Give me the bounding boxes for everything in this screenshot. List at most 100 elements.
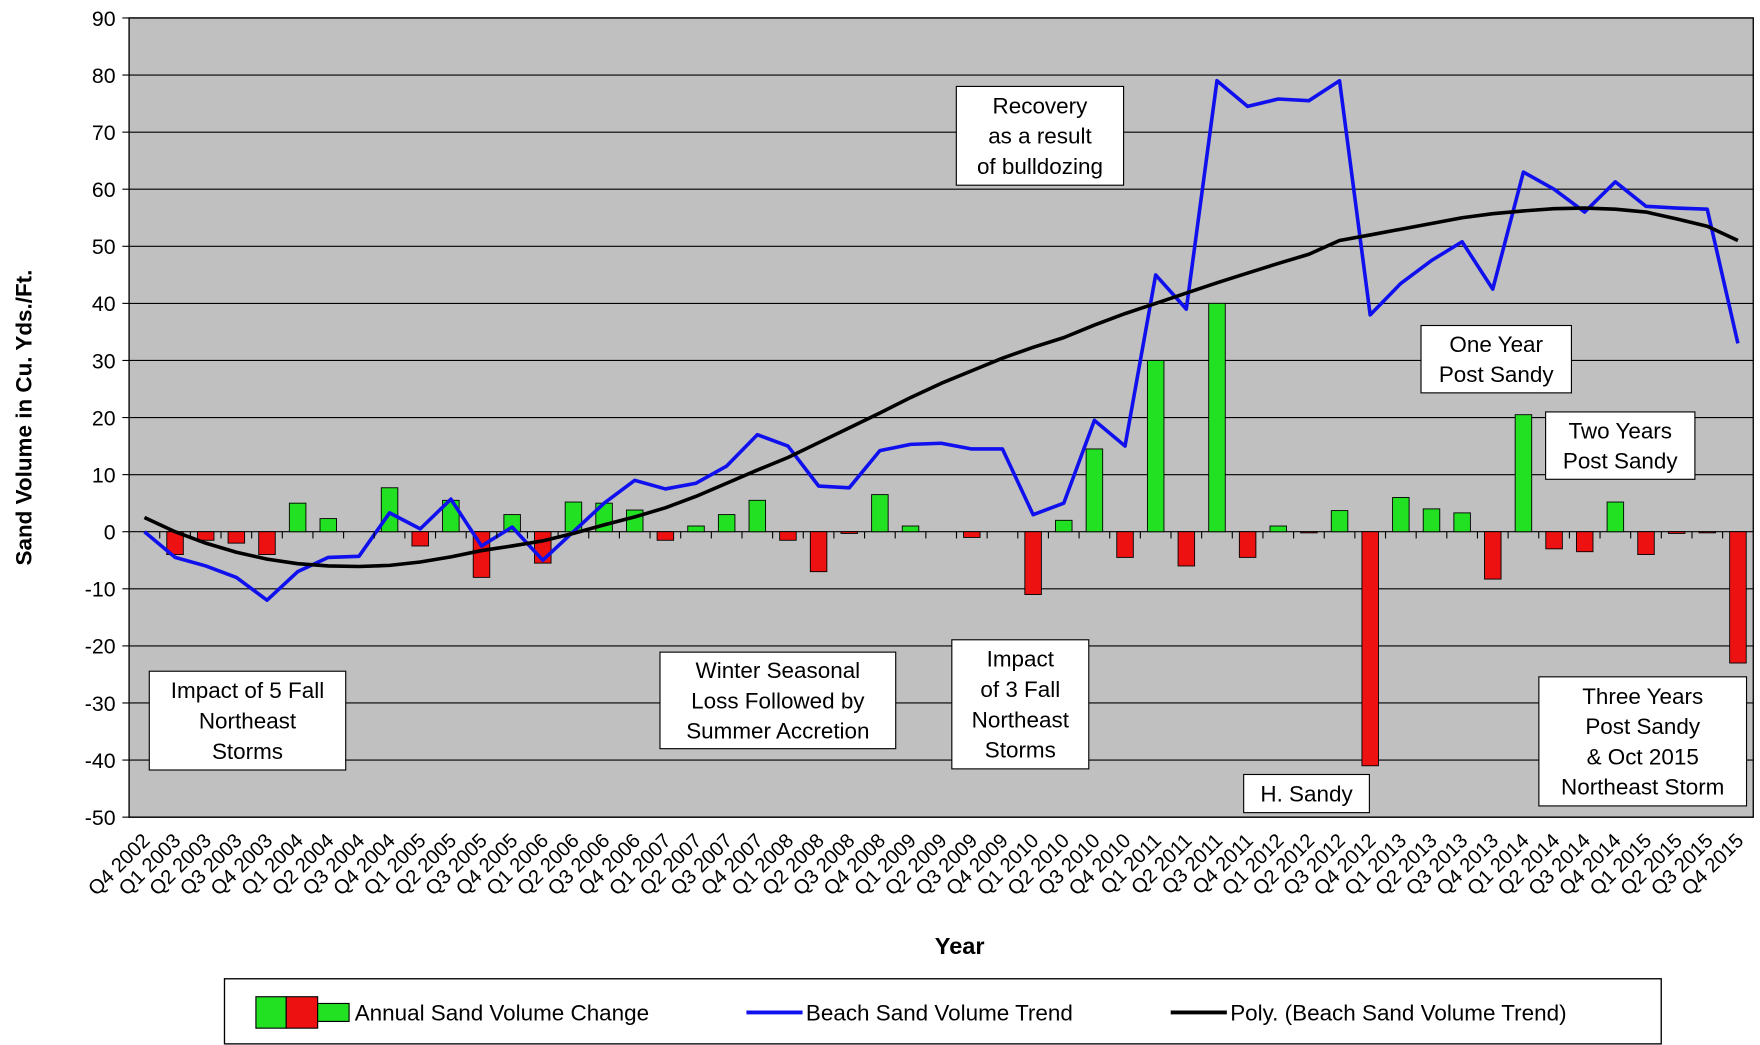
bar [1238, 531, 1257, 558]
annotation-text: & Oct 2015 [1587, 744, 1699, 769]
bar [1300, 531, 1318, 534]
bar [1484, 531, 1502, 580]
annotation-text: Post Sandy [1439, 362, 1555, 387]
bar [687, 525, 705, 533]
y-tick-label: 0 [104, 521, 116, 545]
y-tick-label: -10 [85, 578, 116, 602]
bar [288, 502, 307, 533]
y-tick-label: -30 [85, 692, 116, 716]
bar [626, 509, 644, 533]
annotation-text: Winter Seasonal [696, 658, 861, 683]
legend-swatch [255, 996, 287, 1029]
bar [227, 531, 246, 544]
bar [1330, 510, 1349, 533]
bar [1545, 531, 1563, 550]
annotation-box [951, 639, 1090, 770]
bar [717, 514, 736, 533]
bar [196, 531, 215, 541]
y-tick-label: -40 [85, 749, 116, 773]
annotation-text: H. Sandy [1260, 781, 1353, 806]
legend-label: Annual Sand Volume Change [355, 1000, 649, 1025]
annotation-text: Northeast [972, 707, 1070, 732]
annotation-text: as a result [988, 124, 1092, 149]
bar [809, 531, 828, 573]
y-tick-label: -50 [85, 806, 116, 830]
annotation-text: of 3 Fall [980, 677, 1060, 702]
bar [1116, 531, 1134, 558]
bar [1208, 302, 1226, 533]
annotation-text: Recovery [993, 93, 1089, 118]
bar [258, 531, 276, 556]
annotation-box [955, 85, 1125, 186]
bar [1667, 531, 1686, 534]
y-tick-label: 90 [92, 7, 116, 31]
bar [1269, 525, 1287, 533]
bar [1422, 508, 1441, 533]
annotation-box [1243, 773, 1370, 814]
bar [503, 514, 521, 533]
annotation-text: Post Sandy [1563, 449, 1679, 474]
annotation-box [1545, 411, 1696, 480]
annotation-box [1538, 676, 1748, 807]
y-tick-label: 30 [92, 349, 116, 373]
annotation-text: Northeast [199, 708, 297, 733]
y-tick-label: 40 [92, 292, 116, 316]
legend-swatch [285, 996, 319, 1029]
bar [1637, 531, 1655, 556]
annotation-text: Loss Followed by [691, 688, 865, 713]
bar [963, 531, 981, 538]
annotation-box [1420, 324, 1572, 394]
annotation-text: of bulldozing [977, 154, 1103, 179]
bar [901, 525, 920, 533]
bar [1024, 531, 1042, 595]
annotation-text: Post Sandy [1585, 714, 1701, 739]
bar [319, 518, 337, 533]
annotation-text: Storms [212, 739, 283, 764]
annotation-text: Two Years [1568, 418, 1672, 443]
y-tick-label: 60 [92, 178, 116, 202]
bar [1085, 448, 1104, 533]
y-tick-label: -20 [85, 635, 116, 659]
y-tick-label: 10 [92, 463, 116, 487]
annotation-text: Impact [987, 647, 1055, 672]
bar [1055, 519, 1073, 533]
bar [1177, 531, 1196, 567]
bar [1453, 512, 1471, 533]
bar [1698, 531, 1717, 534]
legend-label: Poly. (Beach Sand Volume Trend) [1230, 1000, 1566, 1025]
annotation-text: Storms [985, 738, 1056, 763]
y-tick-label: 70 [92, 121, 116, 145]
annotation-box [148, 670, 347, 771]
x-axis-title: Year [935, 933, 985, 959]
bar [1146, 360, 1165, 533]
bar [1392, 497, 1410, 533]
bar [411, 531, 429, 547]
annotation-text: One Year [1449, 332, 1543, 357]
annotation-text: Northeast Storm [1561, 775, 1724, 800]
y-tick-label: 80 [92, 64, 116, 88]
bar [1606, 501, 1625, 533]
bar [1361, 531, 1379, 767]
bar [656, 531, 675, 541]
annotation-text: Summer Accretion [686, 719, 869, 744]
legend-swatch [317, 1002, 350, 1022]
annotation-text: Three Years [1582, 684, 1703, 709]
legend-label: Beach Sand Volume Trend [806, 1000, 1073, 1025]
bar [1575, 531, 1594, 553]
bar [380, 487, 399, 533]
line [143, 206, 1739, 569]
bar [1514, 414, 1533, 533]
bar [779, 531, 797, 541]
legend-box [223, 978, 1662, 1045]
bar [840, 531, 858, 534]
y-tick-label: 50 [92, 235, 116, 259]
y-tick-label: 20 [92, 406, 116, 430]
line [143, 78, 1740, 602]
y-axis-title: Sand Volume in Cu. Yds./Ft. [11, 270, 36, 566]
bar [748, 499, 767, 533]
bar [1729, 531, 1747, 664]
annotation-text: Impact of 5 Fall [171, 678, 324, 703]
bar [871, 494, 889, 533]
annotation-box [659, 651, 897, 750]
